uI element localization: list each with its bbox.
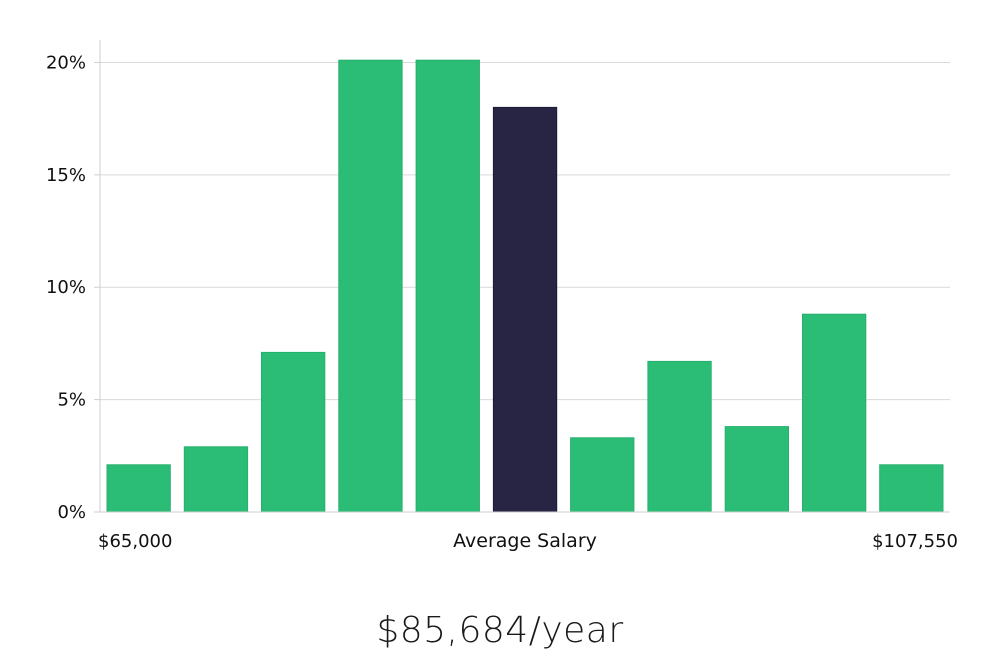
bar-average-salary (492, 106, 558, 513)
bar (261, 351, 326, 513)
bar (415, 59, 480, 513)
y-tick-label: 10% (46, 277, 86, 298)
bar (106, 464, 171, 513)
y-tick-label: 15% (46, 165, 86, 186)
bar (802, 313, 867, 513)
bar (647, 360, 712, 513)
bars (106, 59, 944, 513)
average-salary-caption: $85,684/year (376, 610, 624, 651)
bar (724, 426, 790, 513)
bar (570, 437, 635, 513)
x-axis-label: Average Salary (453, 530, 597, 552)
tick-labels: $65,000 Average Salary $107,550 0% 5% 10% 1… (46, 52, 958, 552)
chart-canvas: $65,000 Average Salary $107,550 0% 5% 10% 1… (46, 40, 958, 552)
bar (879, 464, 944, 513)
y-tick-label: 5% (57, 390, 86, 411)
bar (338, 59, 403, 513)
y-tick-label: 0% (57, 502, 86, 523)
y-tick-label: 20% (46, 52, 86, 73)
salary-histogram: $65,000 Average Salary $107,550 0% 5% 10% 1… (46, 40, 958, 552)
axes (94, 40, 950, 513)
bar (183, 446, 249, 513)
x-tick-right: $107,550 (872, 531, 958, 552)
x-tick-left: $65,000 (98, 531, 172, 552)
